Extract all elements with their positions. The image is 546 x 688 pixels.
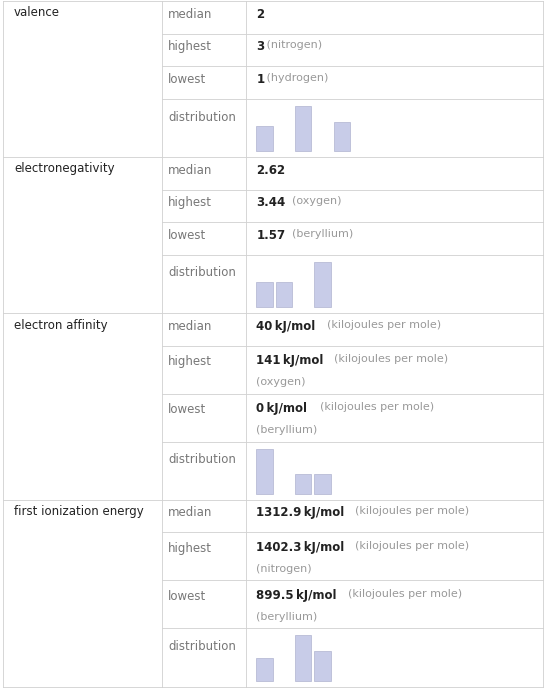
Bar	[276, 282, 292, 307]
Text: (beryllium): (beryllium)	[284, 229, 353, 239]
Text: highest: highest	[168, 196, 212, 209]
Text: 40 kJ/mol: 40 kJ/mol	[257, 319, 316, 332]
Bar	[295, 473, 311, 494]
Text: 899.5 kJ/mol: 899.5 kJ/mol	[257, 589, 337, 602]
Text: 0 kJ/mol: 0 kJ/mol	[257, 402, 307, 416]
Text: (oxygen): (oxygen)	[257, 377, 306, 387]
Text: highest: highest	[168, 355, 212, 368]
Text: 1.57: 1.57	[257, 229, 286, 241]
Text: (nitrogen): (nitrogen)	[257, 563, 312, 574]
Text: (kilojoules per mole): (kilojoules per mole)	[320, 319, 441, 330]
Text: 2: 2	[257, 8, 264, 21]
Bar	[295, 106, 311, 151]
Bar	[257, 282, 273, 307]
Text: 3.44: 3.44	[257, 196, 286, 209]
Text: distribution: distribution	[168, 111, 236, 124]
Text: median: median	[168, 506, 212, 519]
Bar	[257, 658, 273, 681]
Text: (oxygen): (oxygen)	[284, 196, 341, 206]
Text: 3: 3	[257, 41, 264, 54]
Bar	[257, 127, 273, 151]
Bar	[314, 473, 331, 494]
Bar	[257, 449, 273, 494]
Text: distribution: distribution	[168, 640, 236, 653]
Text: electron affinity: electron affinity	[14, 319, 108, 332]
Text: distribution: distribution	[168, 453, 236, 466]
Text: (hydrogen): (hydrogen)	[264, 73, 329, 83]
Bar	[334, 122, 350, 151]
Text: highest: highest	[168, 542, 212, 555]
Bar	[295, 636, 311, 681]
Text: first ionization energy: first ionization energy	[14, 506, 144, 519]
Text: 1312.9 kJ/mol: 1312.9 kJ/mol	[257, 506, 345, 519]
Bar	[314, 652, 331, 681]
Text: lowest: lowest	[168, 73, 206, 86]
Text: 141 kJ/mol: 141 kJ/mol	[257, 354, 324, 367]
Text: lowest: lowest	[168, 590, 206, 603]
Bar	[314, 262, 331, 307]
Text: highest: highest	[168, 41, 212, 54]
Text: distribution: distribution	[168, 266, 236, 279]
Text: (kilojoules per mole): (kilojoules per mole)	[348, 541, 470, 551]
Text: 1: 1	[257, 73, 264, 86]
Text: (kilojoules per mole): (kilojoules per mole)	[327, 354, 448, 364]
Text: median: median	[168, 319, 212, 332]
Text: (kilojoules per mole): (kilojoules per mole)	[341, 589, 462, 599]
Text: (kilojoules per mole): (kilojoules per mole)	[348, 506, 470, 516]
Text: (beryllium): (beryllium)	[257, 612, 318, 622]
Text: median: median	[168, 164, 212, 177]
Text: (kilojoules per mole): (kilojoules per mole)	[313, 402, 434, 412]
Text: median: median	[168, 8, 212, 21]
Text: 2.62: 2.62	[257, 164, 286, 177]
Text: lowest: lowest	[168, 229, 206, 241]
Text: valence: valence	[14, 6, 60, 19]
Text: (nitrogen): (nitrogen)	[264, 41, 323, 50]
Text: (beryllium): (beryllium)	[257, 425, 318, 435]
Text: electronegativity: electronegativity	[14, 162, 115, 175]
Text: lowest: lowest	[168, 403, 206, 416]
Text: 1402.3 kJ/mol: 1402.3 kJ/mol	[257, 541, 345, 554]
